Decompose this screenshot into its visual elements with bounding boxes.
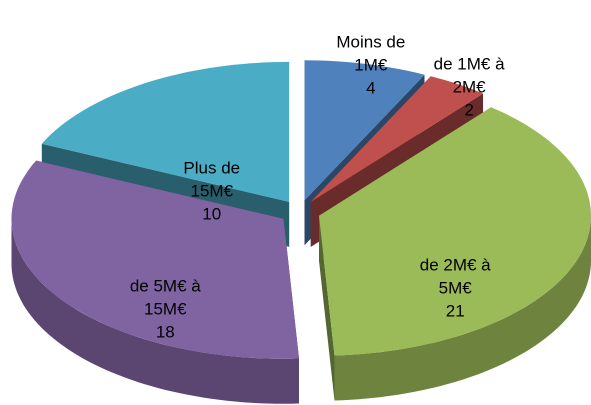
data-label-value: 10 xyxy=(202,204,222,224)
data-label-value: 18 xyxy=(155,322,175,342)
slice xyxy=(319,107,591,356)
data-label-value: 2 xyxy=(464,100,474,120)
data-label: de 5M€ à 15M€ 18 xyxy=(123,275,207,344)
data-label-category: Moins de 1M€ xyxy=(336,32,406,75)
data-label: Plus de 15M€ 10 xyxy=(170,157,254,226)
slice-side xyxy=(11,218,299,404)
data-label-value: 4 xyxy=(366,78,376,98)
slice xyxy=(11,160,299,359)
data-label: de 1M€ à 2M€ 2 xyxy=(427,52,511,121)
slice xyxy=(310,76,483,202)
slice xyxy=(304,60,425,201)
slice xyxy=(319,107,591,401)
data-label-category: de 1M€ à 2M€ xyxy=(433,54,505,97)
slice xyxy=(11,160,299,404)
data-label-category: Plus de 15M€ xyxy=(183,158,241,201)
data-label-category: de 5M€ à 15M€ xyxy=(129,276,201,319)
data-label: Moins de 1M€ 4 xyxy=(329,31,413,100)
data-label-value: 21 xyxy=(445,301,465,321)
data-label: de 2M€ à 5M€ 21 xyxy=(413,253,497,322)
slice-side xyxy=(334,215,591,401)
data-label-category: de 2M€ à 5M€ xyxy=(419,255,491,298)
slice-side xyxy=(319,215,335,401)
slice xyxy=(41,61,290,202)
